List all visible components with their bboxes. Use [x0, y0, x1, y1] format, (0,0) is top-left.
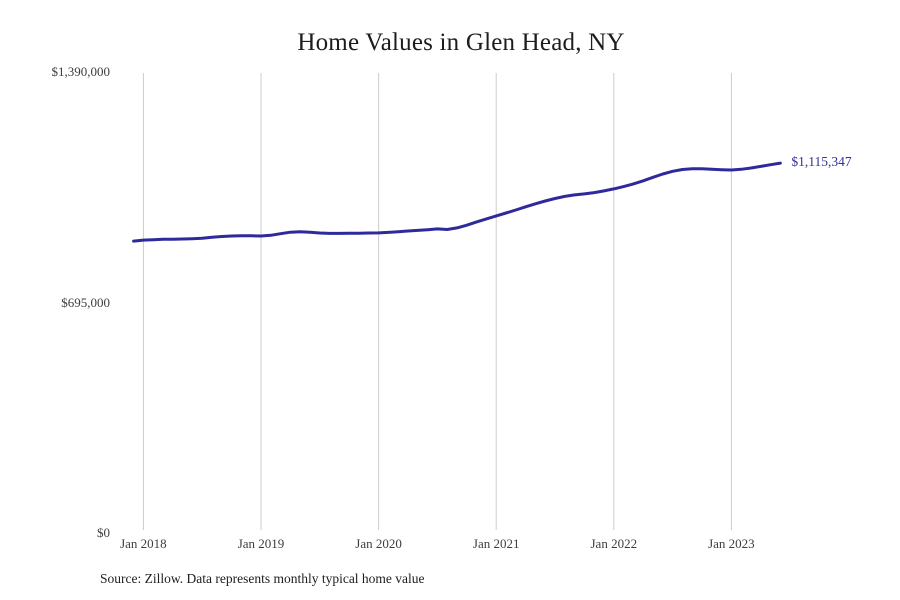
x-axis-tick-label: Jan 2019 [237, 536, 285, 551]
y-axis-tick-label: $0 [97, 525, 110, 540]
x-axis-tick-label: Jan 2023 [708, 536, 755, 551]
y-axis-tick-label: $695,000 [61, 294, 110, 310]
home-value-line-series [132, 161, 782, 243]
x-axis-tick-label: Jan 2018 [120, 536, 167, 551]
y-axis-tick-label: $1,390,000 [51, 64, 111, 79]
chart-title: Home Values in Glen Head, NY [297, 29, 625, 56]
x-axis-tick-label: Jan 2021 [472, 536, 520, 551]
gridlines [142, 73, 732, 530]
source-note: Source: Zillow. Data represents monthly … [100, 571, 425, 586]
x-axis-tick-label: Jan 2020 [355, 536, 402, 551]
x-axis-tick-label: Jan 2022 [590, 536, 638, 551]
latest-value-label: $1,115,347 [791, 154, 852, 170]
